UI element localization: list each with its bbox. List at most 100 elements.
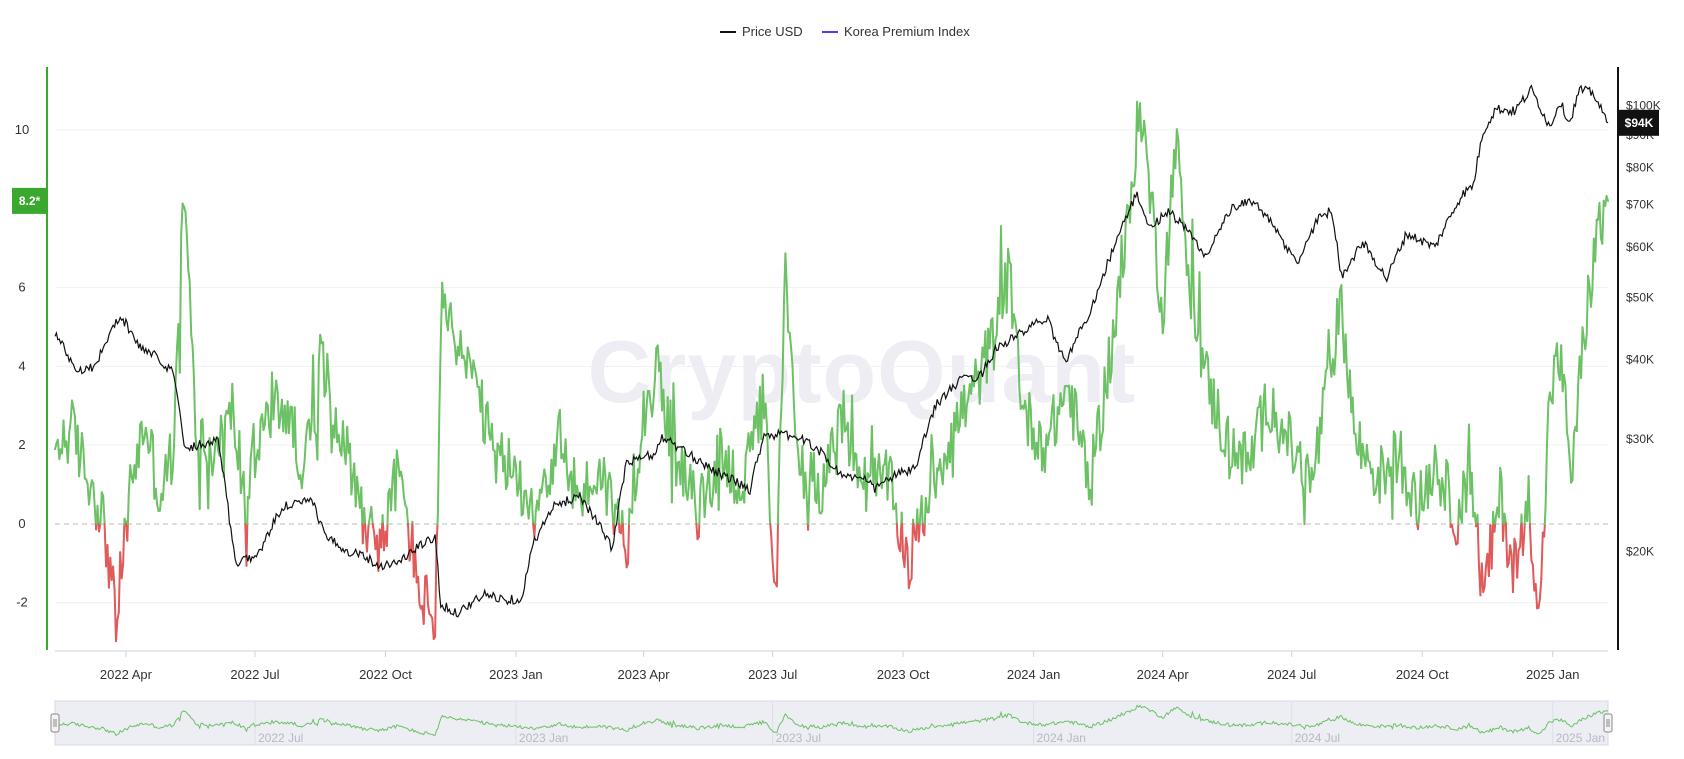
premium-positive-segment bbox=[683, 450, 688, 493]
premium-positive-segment bbox=[1187, 264, 1191, 296]
premium-positive-segment bbox=[141, 437, 146, 446]
premium-positive-segment bbox=[836, 403, 841, 412]
legend[interactable]: Price USD Korea Premium Index bbox=[720, 24, 970, 39]
premium-positive-segment bbox=[1007, 247, 1011, 263]
premium-positive-segment bbox=[1218, 425, 1222, 452]
premium-positive-segment bbox=[184, 211, 188, 237]
premium-positive-segment bbox=[795, 437, 800, 454]
premium-positive-segment bbox=[1224, 422, 1228, 458]
premium-positive-segment bbox=[1260, 404, 1265, 452]
legend-price[interactable]: Price USD bbox=[742, 24, 803, 39]
premium-positive-segment bbox=[1156, 285, 1160, 302]
premium-positive-segment bbox=[703, 495, 707, 518]
premium-positive-segment bbox=[1575, 382, 1580, 433]
premium-positive-segment bbox=[82, 447, 86, 480]
premium-positive-segment bbox=[1598, 201, 1602, 240]
premium-positive-segment bbox=[1527, 475, 1531, 525]
premium-negative-segment bbox=[422, 575, 427, 625]
premium-positive-segment bbox=[1097, 404, 1102, 452]
premium-positive-segment bbox=[231, 382, 235, 418]
premium-positive-segment bbox=[522, 490, 526, 515]
premium-positive-segment bbox=[1103, 366, 1107, 393]
premium-positive-segment bbox=[575, 484, 580, 496]
premium-positive-segment bbox=[1417, 512, 1421, 525]
premium-positive-segment bbox=[211, 461, 215, 477]
premium-negative-segment bbox=[770, 533, 774, 563]
right-tick-label: $50K bbox=[1626, 291, 1654, 305]
premium-positive-segment bbox=[363, 507, 367, 525]
premium-positive-segment bbox=[302, 460, 306, 475]
premium-negative-segment bbox=[120, 563, 125, 580]
premium-positive-segment bbox=[1123, 218, 1127, 269]
premium-positive-segment bbox=[1580, 326, 1584, 380]
premium-positive-segment bbox=[848, 451, 852, 467]
premium-negative-segment bbox=[1537, 597, 1541, 609]
premium-positive-segment bbox=[1492, 510, 1495, 525]
left-tick-label: 2 bbox=[18, 437, 25, 452]
navigator-tick-label: 2024 Jul bbox=[1295, 731, 1340, 745]
premium-positive-segment bbox=[480, 379, 485, 442]
premium-positive-segment bbox=[1182, 221, 1187, 239]
premium-positive-segment bbox=[1340, 284, 1344, 330]
navigator-left-handle[interactable] bbox=[50, 713, 60, 733]
premium-negative-segment bbox=[427, 603, 431, 615]
premium-positive-segment bbox=[1494, 515, 1497, 525]
premium-positive-segment bbox=[1205, 351, 1209, 359]
premium-positive-segment bbox=[516, 487, 520, 497]
left-badge-label: 8.2* bbox=[19, 194, 41, 208]
premium-positive-segment bbox=[93, 505, 97, 525]
navigator[interactable]: 2022 Jul 2023 Jan 2023 Jul 2024 Jan 2024 Jul… bbox=[50, 700, 1613, 746]
premium-positive-segment bbox=[1300, 480, 1305, 490]
premium-positive-segment bbox=[1585, 274, 1590, 336]
navigator-ticks: 2022 Jul 2023 Jan 2023 Jul 2024 Jan 2024 Jul… bbox=[254, 701, 1605, 745]
premium-positive-segment bbox=[96, 504, 100, 525]
premium-positive-segment bbox=[1551, 354, 1556, 405]
x-tick-label: 2022 Apr bbox=[100, 667, 153, 682]
premium-positive-segment bbox=[610, 480, 614, 513]
legend-premium[interactable]: Korea Premium Index bbox=[844, 24, 970, 39]
premium-positive-segment bbox=[1374, 483, 1378, 494]
left-handle-grip[interactable] bbox=[50, 713, 60, 733]
premium-positive-segment bbox=[1001, 302, 1005, 320]
premium-positive-segment bbox=[1014, 319, 1018, 332]
premium-negative-segment bbox=[1476, 522, 1480, 566]
premium-positive-segment bbox=[1422, 494, 1426, 512]
premium-negative-segment bbox=[1538, 578, 1543, 600]
premium-negative-segment bbox=[905, 536, 909, 548]
premium-negative-segment bbox=[115, 618, 119, 643]
premium-positive-segment bbox=[1460, 470, 1465, 524]
premium-positive-segment bbox=[66, 432, 71, 464]
premium-positive-segment bbox=[1500, 477, 1504, 525]
premium-positive-segment bbox=[438, 338, 442, 416]
premium-positive-segment bbox=[149, 428, 153, 452]
premium-positive-segment bbox=[156, 502, 160, 513]
premium-positive-segment bbox=[246, 495, 249, 525]
premium-positive-segment bbox=[1163, 271, 1167, 323]
x-tick-label: 2023 Jan bbox=[489, 667, 543, 682]
premium-positive-segment bbox=[78, 458, 82, 478]
premium-negative-segment bbox=[612, 522, 616, 535]
navigator-tick-label: 2023 Jul bbox=[776, 731, 821, 745]
premium-positive-segment bbox=[248, 456, 252, 500]
premium-positive-segment bbox=[166, 455, 170, 482]
premium-positive-segment bbox=[305, 421, 309, 438]
premium-positive-segment bbox=[1241, 432, 1245, 485]
premium-positive-segment bbox=[312, 354, 316, 433]
premium-positive-segment bbox=[451, 325, 455, 336]
price-line bbox=[54, 84, 1609, 618]
navigator-right-handle[interactable] bbox=[1603, 713, 1613, 733]
premium-negative-segment bbox=[435, 522, 439, 547]
premium-positive-segment bbox=[638, 445, 642, 474]
premium-positive-segment bbox=[144, 426, 149, 438]
premium-positive-segment bbox=[1282, 428, 1286, 445]
premium-positive-segment bbox=[367, 515, 371, 525]
premium-positive-segment bbox=[327, 377, 332, 400]
premium-positive-segment bbox=[1180, 178, 1184, 222]
right-handle-grip[interactable] bbox=[1603, 713, 1613, 733]
premium-negative-segment bbox=[1512, 537, 1516, 594]
premium-positive-segment bbox=[1497, 466, 1502, 519]
premium-positive-segment bbox=[350, 476, 354, 496]
premium-positive-segment bbox=[781, 300, 785, 380]
premium-negative-segment bbox=[917, 522, 921, 543]
